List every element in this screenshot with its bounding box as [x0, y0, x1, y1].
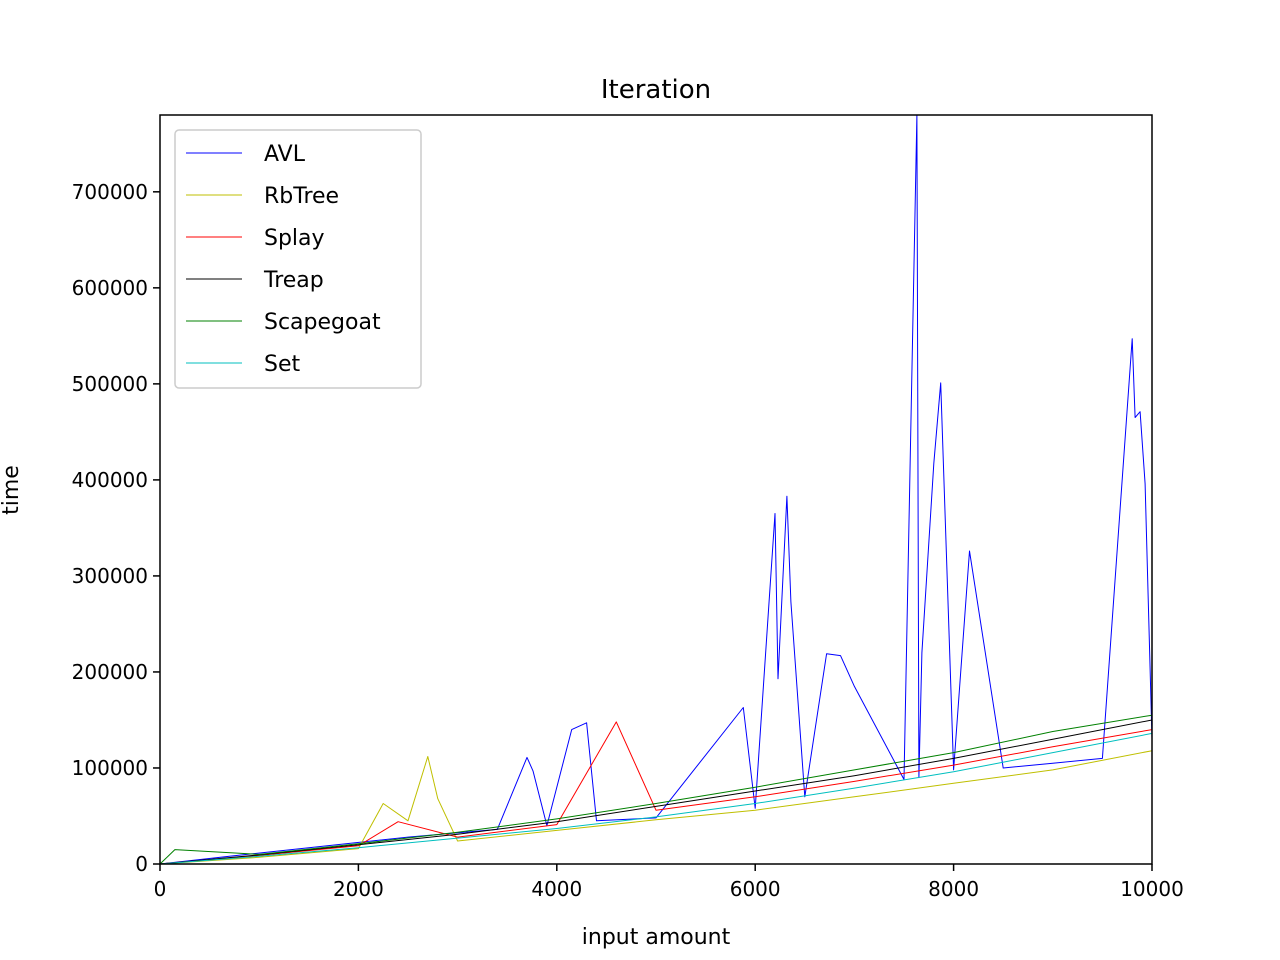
y-tick-label: 400000: [72, 468, 148, 492]
legend-entries: AVL RbTree Splay Treap Scapegoat Set: [186, 142, 381, 377]
y-axis-ticks: 0 100000 200000 300000 400000 500000 600000 700…: [72, 180, 160, 876]
y-axis-label: time: [0, 465, 24, 515]
series-line-splay: [159, 721, 1153, 865]
legend-label-rbtree: RbTree: [264, 184, 339, 209]
chart-title: Iteration: [601, 75, 711, 105]
y-tick-label: 300000: [72, 564, 148, 588]
legend-label-splay: Splay: [264, 226, 325, 251]
y-tick-label: 700000: [72, 180, 148, 204]
series-line-rbtree: [159, 750, 1153, 865]
y-tick-label: 0: [135, 852, 148, 876]
legend: AVL RbTree Splay Treap Scapegoat Set: [174, 129, 422, 389]
series-line-treap: [159, 719, 1153, 865]
x-tick-label: 0: [154, 877, 167, 901]
legend-label-scapegoat: Scapegoat: [264, 310, 381, 335]
x-axis-label: input amount: [582, 925, 731, 950]
y-tick-label: 500000: [72, 372, 148, 396]
x-tick-label: 6000: [730, 877, 781, 901]
y-tick-label: 100000: [72, 756, 148, 780]
legend-box: [174, 129, 422, 389]
legend-label-treap: Treap: [263, 268, 324, 293]
x-tick-label: 4000: [531, 877, 582, 901]
x-tick-label: 10000: [1120, 877, 1184, 901]
x-tick-label: 8000: [928, 877, 979, 901]
series-line-set: [159, 732, 1153, 865]
series-line-scapegoat: [159, 714, 1153, 865]
plot-frame: [159, 114, 1153, 865]
legend-label-set: Set: [264, 352, 301, 377]
series-layer: [159, 114, 1153, 865]
x-tick-label: 2000: [333, 877, 384, 901]
y-tick-label: 600000: [72, 276, 148, 300]
x-axis-ticks: 0 2000 4000 6000 8000 10000: [154, 864, 1184, 901]
legend-label-avl: AVL: [264, 142, 306, 167]
series-line-avl: [159, 114, 1153, 865]
y-tick-label: 200000: [72, 660, 148, 684]
